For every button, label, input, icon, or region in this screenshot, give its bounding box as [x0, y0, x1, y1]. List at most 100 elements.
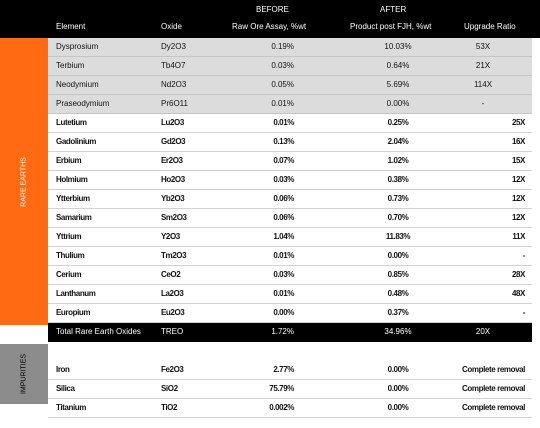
product-assay-value: 5.69% [386, 80, 410, 89]
after-group-label: AFTER [380, 5, 407, 14]
product-assay-value: 0.73% [387, 194, 409, 203]
element-name: Total Rare Earth Oxides [56, 327, 141, 336]
element-name: Samarium [56, 213, 92, 222]
product-assay-value: 0.00% [387, 365, 409, 374]
row-gap [48, 342, 532, 361]
element-name: Ytterbium [56, 194, 90, 203]
table-row: Erbium Er2O3 0.07% 1.02% 15X [48, 152, 532, 171]
product-assay-value: 0.00% [387, 384, 409, 393]
table-row: Praseodymium Pr6O11 0.01% 0.00% - [48, 95, 532, 114]
element-name: Lutetium [56, 118, 87, 127]
product-assay-value: 0.38% [387, 175, 409, 184]
upgrade-ratio-value: 48X [511, 289, 525, 298]
product-assay-value: 0.00% [386, 99, 410, 108]
impurity-row: Titanium TiO2 0.002% 0.00% Complete removal [48, 399, 532, 418]
raw-ore-assay-value: 0.01% [271, 99, 294, 108]
table-row: Dysprosium Dy2O3 0.19% 10.03% 53X [48, 38, 532, 57]
oxide-column-header: Oxide [161, 22, 182, 31]
raw-ore-assay-value: 0.00% [273, 308, 294, 317]
element-name: Lanthanum [56, 289, 96, 298]
oxide-formula: SiO2 [161, 384, 178, 393]
upgrade-ratio-value: 114X [473, 80, 493, 89]
impurity-row: Iron Fe2O3 2.77% 0.00% Complete removal [48, 361, 532, 380]
oxide-formula: Eu2O3 [161, 308, 185, 317]
oxide-formula: TiO2 [161, 403, 178, 412]
raw-ore-assay-value: 0.05% [271, 80, 294, 89]
element-name: Cerium [56, 270, 82, 279]
oxide-formula: CeO2 [161, 270, 181, 279]
upgrade-column-header: Upgrade Ratio [464, 22, 516, 31]
element-name: Yttrium [56, 232, 82, 241]
table-row: Europium Eu2O3 0.00% 0.37% - [48, 304, 532, 323]
table-row: Terbium Tb4O7 0.03% 0.64% 21X [48, 57, 532, 76]
upgrade-ratio-value: - [522, 308, 526, 317]
upgrade-ratio-value: 28X [511, 270, 525, 279]
table-row: Lanthanum La2O3 0.01% 0.48% 48X [48, 285, 532, 304]
product-assay-value: 0.37% [387, 308, 409, 317]
element-name: Terbium [56, 61, 85, 70]
oxide-formula: Pr6O11 [161, 99, 188, 108]
element-name: Neodymium [56, 80, 99, 89]
product-assay-value: 0.00% [387, 251, 409, 260]
table-row: Samarium Sm2O3 0.06% 0.70% 12X [48, 209, 532, 228]
product-column-header: Product post FJH, %wt [350, 22, 432, 31]
oxide-formula: Fe2O3 [161, 365, 184, 374]
oxide-formula: Nd2O3 [161, 80, 187, 89]
element-name: Dysprosium [56, 42, 99, 51]
upgrade-ratio-value: 20X [475, 327, 491, 336]
element-name: Gadolinium [56, 137, 97, 146]
product-assay-value: 0.00% [387, 403, 409, 412]
element-name: Silica [56, 384, 75, 393]
product-assay-value: 0.48% [387, 289, 409, 298]
upgrade-ratio-value: 12X [511, 194, 525, 203]
upgrade-ratio-value: - [481, 99, 485, 108]
upgrade-ratio-value: Complete removal [462, 384, 525, 393]
product-assay-value: 34.96% [384, 327, 412, 336]
raw-ore-assay-value: 0.06% [273, 213, 294, 222]
upgrade-ratio-value: 12X [511, 213, 525, 222]
raw-ore-assay-value: 0.03% [273, 270, 294, 279]
oxide-formula: Yb2O3 [161, 194, 185, 203]
oxide-formula: Lu2O3 [161, 118, 184, 127]
oxide-formula: Tm2O3 [161, 251, 187, 260]
impurity-row: Silica SiO2 75.79% 0.00% Complete removal [48, 380, 532, 399]
upgrade-ratio-value: Complete removal [462, 365, 525, 374]
table-header: BEFORE AFTER Element Oxide Raw Ore Assay… [0, 0, 540, 38]
rare-earths-group-label: RARE EARTHS [20, 156, 28, 207]
raw-ore-assay-value: 2.77% [273, 365, 294, 374]
impurities-group-bar: IMPURITIES [0, 344, 48, 404]
oxide-formula: Er2O3 [161, 156, 183, 165]
oxide-formula: Ho2O3 [161, 175, 185, 184]
oxide-formula: Sm2O3 [161, 213, 187, 222]
table-row: Holmium Ho2O3 0.03% 0.38% 12X [48, 171, 532, 190]
raw-ore-assay-value: 0.002% [269, 403, 294, 412]
product-assay-value: 0.85% [387, 270, 409, 279]
oxide-formula: Tb4O7 [161, 61, 186, 70]
raw-ore-assay-value: 0.07% [273, 156, 294, 165]
upgrade-ratio-value: 12X [511, 175, 525, 184]
table-row: Ytterbium Yb2O3 0.06% 0.73% 12X [48, 190, 532, 209]
element-name: Thulium [56, 251, 85, 260]
oxide-formula: Gd2O3 [161, 137, 186, 146]
product-assay-value: 2.04% [387, 137, 409, 146]
upgrade-ratio-value: 21X [475, 61, 491, 70]
raw-ore-assay-value: 0.19% [271, 42, 294, 51]
upgrade-ratio-value: 16X [511, 137, 525, 146]
upgrade-ratio-value: - [522, 251, 526, 260]
raw-ore-assay-value: 0.03% [273, 175, 294, 184]
raw-ore-assay-value: 0.13% [273, 137, 294, 146]
element-name: Titanium [56, 403, 86, 412]
table-body: Dysprosium Dy2O3 0.19% 10.03% 53X Terbium Tb4O… [48, 38, 532, 418]
before-group-label: BEFORE [256, 5, 289, 14]
raw-assay-column-header: Raw Ore Assay, %wt [232, 22, 307, 31]
oxide-formula: Y2O3 [161, 232, 180, 241]
product-assay-value: 0.64% [386, 61, 410, 70]
upgrade-ratio-value: 25X [511, 118, 525, 127]
product-assay-value: 0.70% [387, 213, 409, 222]
product-assay-value: 1.02% [387, 156, 409, 165]
table-row: Neodymium Nd2O3 0.05% 5.69% 114X [48, 76, 532, 95]
upgrade-ratio-value: 11X [512, 232, 525, 241]
raw-ore-assay-value: 0.03% [271, 61, 294, 70]
raw-ore-assay-value: 0.01% [273, 118, 294, 127]
